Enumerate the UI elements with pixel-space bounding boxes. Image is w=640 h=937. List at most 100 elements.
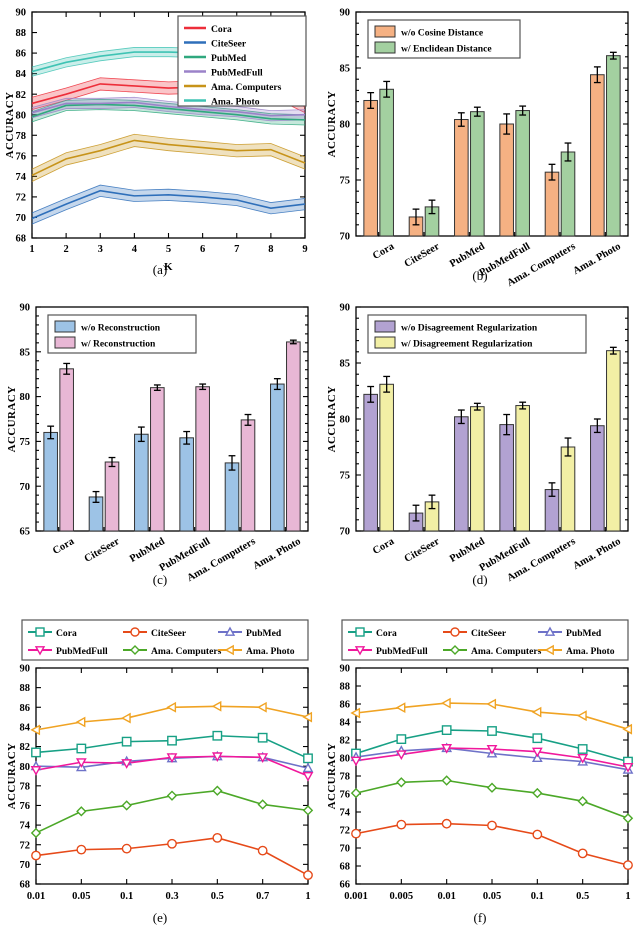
svg-text:84: 84 [20, 723, 31, 734]
svg-text:Ama. Photo: Ama. Photo [211, 97, 260, 108]
svg-text:72: 72 [20, 840, 31, 851]
svg-text:76: 76 [340, 790, 351, 801]
panel-e-chart: Cora CiteSeer PubMed PubMedFull Ama. Compute… [6, 619, 314, 902]
svg-text:CiteSeer: CiteSeer [403, 241, 442, 270]
svg-text:Ama. Photo: Ama. Photo [571, 536, 622, 572]
svg-text:74: 74 [16, 172, 27, 183]
svg-text:3: 3 [98, 244, 103, 255]
svg-text:ACCURACY: ACCURACY [6, 743, 18, 810]
svg-text:Ama. Photo: Ama. Photo [246, 646, 295, 657]
svg-text:9: 9 [302, 244, 307, 255]
svg-text:90: 90 [20, 664, 31, 675]
svg-text:8: 8 [268, 244, 273, 255]
svg-text:K: K [164, 261, 173, 273]
svg-text:2: 2 [64, 244, 69, 255]
svg-text:84: 84 [340, 718, 351, 729]
svg-text:68: 68 [16, 234, 27, 245]
svg-text:CiteSeer: CiteSeer [151, 628, 187, 639]
svg-text:1: 1 [625, 891, 630, 902]
svg-text:Cora: Cora [56, 628, 77, 639]
svg-text:PubMed: PubMed [246, 628, 282, 639]
panel-d: 70 75 80 85 90 Cora CiteSeer PubMed PubMedFull Am… [320, 295, 640, 595]
svg-text:PubMed: PubMed [566, 628, 602, 639]
svg-text:80: 80 [340, 415, 351, 426]
svg-text:86: 86 [340, 700, 351, 711]
svg-text:CiteSeer: CiteSeer [403, 536, 442, 565]
svg-text:6: 6 [200, 244, 205, 255]
svg-text:90: 90 [20, 303, 31, 314]
svg-text:70: 70 [16, 213, 27, 224]
svg-text:0.1: 0.1 [120, 891, 133, 902]
panel-f: Cora CiteSeer PubMed PubMedFull Ama. Compute… [320, 612, 640, 937]
svg-text:70: 70 [20, 482, 31, 493]
svg-text:84: 84 [16, 69, 27, 80]
svg-text:88: 88 [340, 682, 351, 693]
panel-e-caption: (e) [152, 910, 168, 925]
panel-d-caption: (d) [472, 572, 488, 587]
svg-text:PubMed: PubMed [128, 536, 167, 565]
svg-text:70: 70 [340, 527, 351, 538]
svg-text:Ama. Photo: Ama. Photo [251, 536, 302, 572]
svg-text:70: 70 [20, 860, 31, 871]
svg-text:1: 1 [29, 244, 34, 255]
svg-text:CiteSeer: CiteSeer [471, 628, 507, 639]
svg-text:Ama. Computers: Ama. Computers [211, 82, 282, 93]
svg-text:68: 68 [20, 880, 31, 891]
svg-text:w/o Disagreement Regularizatio: w/o Disagreement Regularization [401, 323, 538, 334]
svg-text:w/ Reconstruction: w/ Reconstruction [81, 339, 156, 350]
svg-text:88: 88 [16, 28, 27, 39]
svg-text:Ama. Computers: Ama. Computers [471, 646, 542, 657]
svg-text:0.005: 0.005 [390, 891, 414, 902]
svg-text:ACCURACY: ACCURACY [6, 386, 18, 453]
svg-text:78: 78 [20, 781, 31, 792]
svg-text:75: 75 [340, 176, 351, 187]
svg-text:85: 85 [340, 64, 351, 75]
svg-text:0.01: 0.01 [27, 891, 45, 902]
svg-text:90: 90 [340, 303, 351, 314]
svg-text:Cora: Cora [51, 536, 77, 557]
svg-text:0.01: 0.01 [437, 891, 455, 902]
panel-f-chart: Cora CiteSeer PubMed PubMedFull Ama. Compute… [326, 619, 634, 902]
svg-text:PubMedFull: PubMedFull [56, 646, 108, 657]
panel-a: 68 70 72 74 76 78 80 82 84 86 88 90 1 2 3 4 5 6 7 8 9 K ACCURA… [0, 0, 320, 290]
svg-text:Ama. Photo: Ama. Photo [566, 646, 615, 657]
svg-text:78: 78 [340, 772, 351, 783]
svg-text:82: 82 [16, 90, 27, 101]
panel-c: 65 70 75 80 85 90 Cora CiteSeer PubMed PubMedFull… [0, 295, 320, 595]
svg-text:68: 68 [340, 862, 351, 873]
panel-a-caption: (a) [152, 262, 168, 277]
svg-text:w/o Reconstruction: w/o Reconstruction [81, 323, 161, 334]
svg-text:0.001: 0.001 [344, 891, 368, 902]
svg-text:PubMedFull: PubMedFull [376, 646, 428, 657]
svg-text:Cora: Cora [371, 536, 397, 557]
svg-text:75: 75 [20, 437, 31, 448]
svg-text:Ama. Computers: Ama. Computers [151, 646, 222, 657]
svg-text:0.7: 0.7 [256, 891, 269, 902]
panel-c-caption: (c) [152, 572, 168, 587]
svg-text:90: 90 [340, 664, 351, 675]
svg-text:PubMedFull: PubMedFull [211, 68, 263, 79]
svg-text:74: 74 [20, 821, 31, 832]
svg-text:75: 75 [340, 471, 351, 482]
svg-text:0.05: 0.05 [483, 891, 501, 902]
svg-text:82: 82 [340, 736, 351, 747]
svg-text:65: 65 [20, 527, 31, 538]
svg-text:PubMed: PubMed [448, 536, 487, 565]
svg-text:74: 74 [340, 808, 351, 819]
svg-text:7: 7 [234, 244, 239, 255]
svg-text:76: 76 [20, 801, 31, 812]
svg-text:w/ Disagreement Regularization: w/ Disagreement Regularization [401, 339, 533, 350]
svg-text:ACCURACY: ACCURACY [326, 91, 338, 158]
svg-text:1: 1 [305, 891, 310, 902]
svg-text:Cora: Cora [371, 241, 397, 262]
svg-text:0.5: 0.5 [576, 891, 589, 902]
panel-f-caption: (f) [473, 910, 487, 925]
svg-text:0.3: 0.3 [165, 891, 178, 902]
svg-text:80: 80 [340, 120, 351, 131]
panel-b: 70 75 80 85 90 Cora CiteSeer PubMed PubMedFull Am… [320, 0, 640, 290]
svg-text:w/o Cosine Distance: w/o Cosine Distance [401, 28, 484, 39]
